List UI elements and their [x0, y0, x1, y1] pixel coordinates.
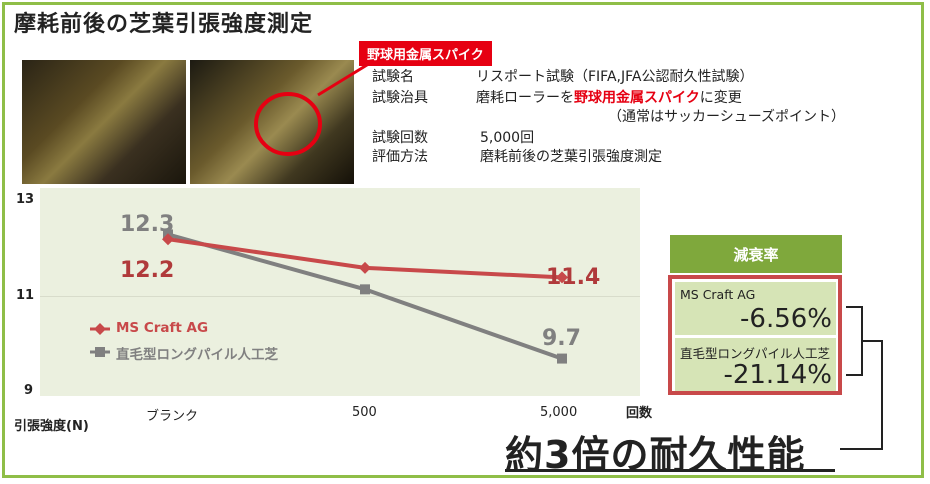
spike-callout-label: 野球用金属スパイク	[359, 41, 492, 66]
x-category-5000: 5,000	[540, 405, 578, 420]
decay-row-ms-craft: MS Craft AG -6.56%	[675, 282, 836, 335]
info-label-test-name: 試験名	[372, 69, 414, 85]
x-category-blank: ブランク	[146, 409, 199, 424]
info-value-jig: 磨耗ローラーを野球用金属スパイクに変更	[476, 87, 742, 107]
y-tick-11: 11	[16, 288, 35, 303]
decay-value-ms-craft: -6.56%	[740, 304, 832, 334]
y-tick-9: 9	[24, 383, 34, 398]
decay-value-long-pile: -21.14%	[723, 360, 832, 390]
data-point-0-2	[556, 271, 568, 284]
y-tick-13: 13	[16, 192, 35, 207]
info-jig-pre: 磨耗ローラーを	[476, 90, 574, 106]
data-label-gray-blank: 12.3	[120, 212, 175, 237]
data-label-red-5000: 11.4	[546, 265, 601, 290]
decay-row-long-pile: 直毛型ロングパイル人工芝 -21.14%	[675, 338, 836, 391]
legend-ms-craft: MS Craft AG	[116, 320, 209, 336]
chart-plot-area	[40, 188, 640, 396]
info-label-method: 評価方法	[372, 149, 428, 165]
data-point-1-1	[360, 284, 370, 295]
x-category-500: 500	[352, 405, 377, 420]
headline-underline	[505, 469, 835, 472]
info-value-count: 5,000回	[480, 130, 535, 146]
y-axis-label: 引張強度(N)	[14, 419, 89, 434]
decay-header: 減衰率	[670, 235, 842, 273]
decay-name-long-pile: 直毛型ロングパイル人工芝	[680, 346, 831, 361]
info-value-jig-note: （通常はサッカーシューズポイント）	[608, 109, 846, 125]
info-value-test-name: リスポート試験（FIFA,JFA公認耐久性試験）	[476, 69, 754, 85]
decay-name-ms-craft: MS Craft AG	[680, 287, 756, 302]
info-label-count: 試験回数	[372, 130, 428, 146]
data-label-red-blank: 12.2	[120, 258, 175, 283]
legend-marker-1	[95, 347, 105, 357]
x-axis-label: 回数	[626, 406, 653, 421]
legend-long-pile: 直毛型ロングパイル人工芝	[116, 347, 278, 363]
info-jig-highlight: 野球用金属スパイク	[574, 90, 700, 106]
data-point-0-1	[359, 261, 371, 274]
info-jig-post: に変更	[699, 90, 742, 106]
data-label-gray-5000: 9.7	[542, 326, 581, 351]
slide-frame	[2, 2, 924, 478]
decay-table: MS Craft AG -6.56% 直毛型ロングパイル人工芝 -21.14%	[668, 275, 842, 395]
roller-photo-1	[22, 60, 186, 184]
info-value-method: 磨耗前後の芝葉引張強度測定	[480, 149, 662, 165]
data-point-1-2	[557, 353, 567, 364]
legend-marker-0	[94, 323, 106, 335]
data-point-0-0	[162, 233, 174, 246]
spike-highlight-circle	[254, 92, 322, 156]
info-label-jig: 試験治具	[372, 90, 428, 106]
page-title: 摩耗前後の芝葉引張強度測定	[14, 12, 314, 37]
